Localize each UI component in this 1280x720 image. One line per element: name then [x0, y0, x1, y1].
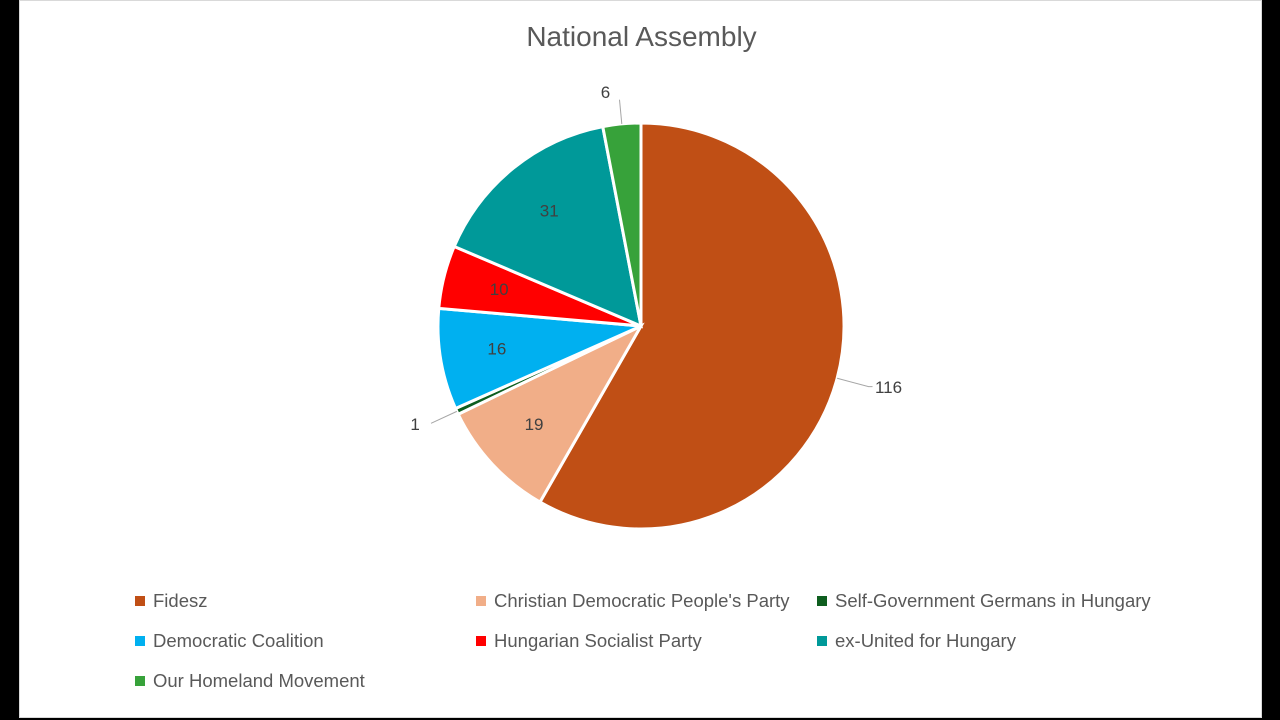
legend-item-fidesz: Fidesz: [135, 590, 476, 611]
legend-swatch: [135, 636, 145, 646]
data-label-christian-democratic-people-s-party: 19: [525, 415, 544, 434]
pie-slice-democratic-coalition: [436, 306, 642, 411]
legend-label: Christian Democratic People's Party: [494, 590, 790, 611]
data-label-democratic-coalition: 16: [487, 340, 506, 359]
chart-title: National Assembly: [526, 21, 757, 52]
pie-slice-ex-united-for-hungary: [452, 124, 644, 329]
legend-item-hungarian-socialist-party: Hungarian Socialist Party: [476, 630, 817, 651]
legend-swatch: [476, 596, 486, 606]
legend-item-democratic-coalition: Democratic Coalition: [135, 630, 476, 651]
legend-item-our-homeland-movement: Our Homeland Movement: [135, 670, 476, 691]
pie-slice-fidesz: [537, 121, 846, 531]
legend-swatch: [817, 596, 827, 606]
legend-label: Fidesz: [153, 590, 208, 611]
data-label-hungarian-socialist-party: 10: [490, 280, 509, 299]
pie-slice-christian-democratic-people-s-party: [456, 322, 645, 505]
data-label-ex-united-for-hungary: 31: [540, 202, 559, 221]
legend-label: Democratic Coalition: [153, 630, 324, 651]
data-label-fidesz: 116: [875, 378, 902, 397]
legend-label: Our Homeland Movement: [153, 670, 365, 691]
legend-swatch: [817, 636, 827, 646]
pie-slice-our-homeland-movement: [601, 121, 643, 327]
legend-item-christian-democratic-people-s-party: Christian Democratic People's Party: [476, 590, 817, 611]
leader-line-fidesz: [837, 377, 873, 388]
legend-label: ex-United for Hungary: [835, 630, 1016, 651]
data-label-self-government-germans-in-hungary: 1: [410, 415, 419, 434]
legend-item-self-government-germans-in-hungary: Self-Government Germans in Hungary: [817, 590, 1217, 611]
legend-swatch: [135, 676, 145, 686]
legend-swatch: [476, 636, 486, 646]
legend-label: Hungarian Socialist Party: [494, 630, 702, 651]
legend: Fidesz Christian Democratic People's Part…: [135, 590, 1255, 691]
leader-line-self-government-germans-in-hungary: [430, 410, 458, 424]
leader-line-our-homeland-movement: [618, 99, 623, 124]
legend-label: Self-Government Germans in Hungary: [835, 590, 1151, 611]
legend-item-ex-united-for-hungary: ex-United for Hungary: [817, 630, 1217, 651]
legend-swatch: [135, 596, 145, 606]
data-label-our-homeland-movement: 6: [601, 83, 610, 102]
chart-area: National Assembly 116 19 1 16 10 31 6 Fidesz Ch…: [19, 0, 1262, 718]
